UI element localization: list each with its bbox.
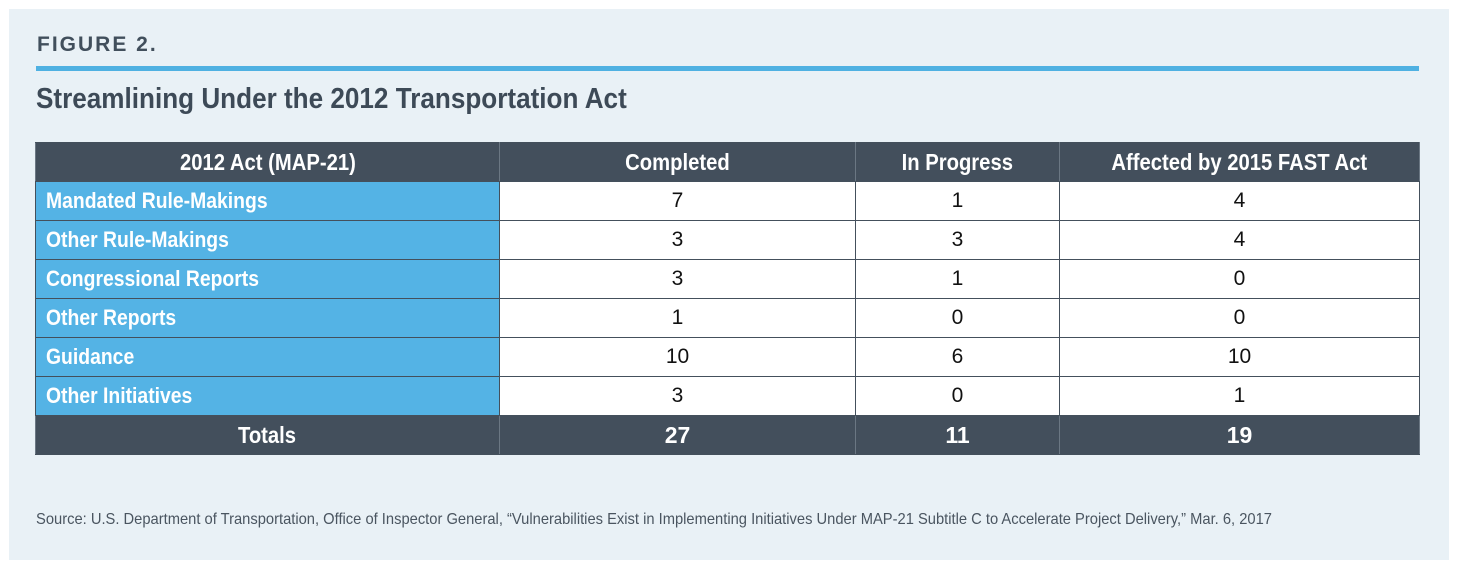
table-row: Other Rule-Makings 3 3 4 (35, 220, 1420, 260)
figure-panel: FIGURE 2. Streamlining Under the 2012 Tr… (9, 9, 1449, 560)
table-cell: 3 (855, 220, 1060, 260)
row-label-text: Other Rule-Makings (46, 227, 229, 252)
row-label: Guidance (35, 337, 500, 377)
column-header-label: 2012 Act (MAP-21) (179, 148, 356, 175)
column-header-label: In Progress (901, 148, 1014, 175)
table-cell: 7 (499, 181, 856, 221)
table-cell: 0 (1059, 259, 1420, 299)
table-cell: 0 (1059, 298, 1420, 338)
table-cell: 4 (1059, 220, 1420, 260)
row-label-text: Guidance (46, 344, 135, 369)
table-cell: 6 (855, 337, 1060, 377)
row-label: Other Reports (35, 298, 500, 338)
column-header: In Progress (855, 142, 1060, 182)
row-label: Mandated Rule-Makings (35, 181, 500, 221)
table-cell: 1 (855, 259, 1060, 299)
row-label-text: Other Reports (46, 305, 177, 330)
table-cell: 1 (499, 298, 856, 338)
table-row: Other Initiatives 3 0 1 (35, 376, 1420, 416)
table-row: Guidance 10 6 10 (35, 337, 1420, 377)
row-label: Other Rule-Makings (35, 220, 500, 260)
table-cell: 3 (499, 259, 856, 299)
table-cell: 10 (499, 337, 856, 377)
table-cell: 3 (499, 376, 856, 416)
figure-title: Streamlining Under the 2012 Transportati… (36, 83, 627, 115)
column-header-label: Completed (625, 148, 730, 175)
column-header: Completed (499, 142, 856, 182)
column-header: Affected by 2015 FAST Act (1059, 142, 1420, 182)
source-note: Source: U.S. Department of Transportatio… (36, 511, 1272, 528)
table-row: Other Reports 1 0 0 (35, 298, 1420, 338)
row-label-text: Mandated Rule-Makings (46, 188, 268, 213)
row-label: Congressional Reports (35, 259, 500, 299)
accent-rule (36, 66, 1419, 71)
figure-label: FIGURE 2. (37, 33, 158, 56)
totals-label-text: Totals (238, 421, 297, 448)
totals-row: Totals 27 11 19 (35, 415, 1420, 455)
table-cell: 10 (1059, 337, 1420, 377)
table-cell: 0 (855, 376, 1060, 416)
column-header-label: Affected by 2015 FAST Act (1111, 148, 1368, 175)
row-label-text: Congressional Reports (46, 266, 260, 291)
totals-cell: 27 (499, 415, 856, 455)
table-row: Mandated Rule-Makings 7 1 4 (35, 181, 1420, 221)
totals-cell: 19 (1059, 415, 1420, 455)
table-cell: 4 (1059, 181, 1420, 221)
table-cell: 0 (855, 298, 1060, 338)
header-row: 2012 Act (MAP-21) Completed In Progress … (35, 142, 1420, 182)
totals-cell: 11 (855, 415, 1060, 455)
table-cell: 1 (1059, 376, 1420, 416)
row-label-text: Other Initiatives (46, 383, 193, 408)
table-cell: 3 (499, 220, 856, 260)
table-row: Congressional Reports 3 1 0 (35, 259, 1420, 299)
column-header: 2012 Act (MAP-21) (35, 142, 500, 182)
row-label: Other Initiatives (35, 376, 500, 416)
totals-label: Totals (35, 415, 500, 455)
data-table: 2012 Act (MAP-21) Completed In Progress … (35, 142, 1420, 455)
table-cell: 1 (855, 181, 1060, 221)
